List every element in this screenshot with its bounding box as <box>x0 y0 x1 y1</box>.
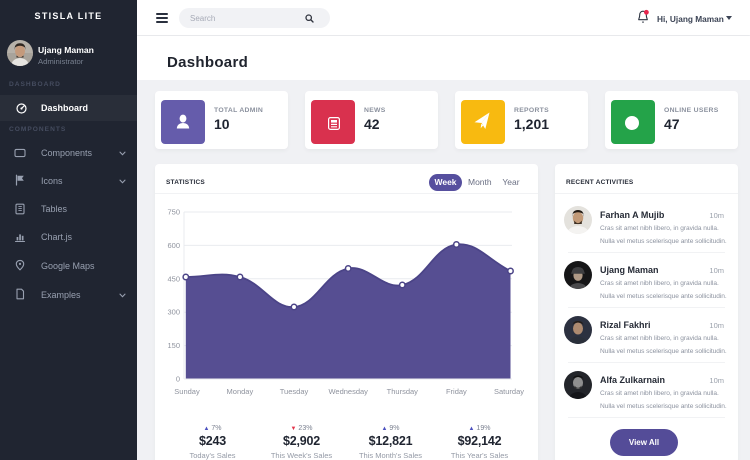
svg-text:Friday: Friday <box>446 387 467 396</box>
svg-text:Saturday: Saturday <box>494 387 524 396</box>
svg-text:750: 750 <box>167 208 180 217</box>
svg-text:600: 600 <box>167 241 180 250</box>
svg-text:Tuesday: Tuesday <box>280 387 309 396</box>
svg-text:0: 0 <box>176 375 180 384</box>
svg-text:Thursday: Thursday <box>387 387 419 396</box>
svg-text:Sunday: Sunday <box>174 387 200 396</box>
svg-text:Monday: Monday <box>227 387 254 396</box>
svg-text:300: 300 <box>167 308 180 317</box>
svg-text:Wednesday: Wednesday <box>328 387 368 396</box>
svg-text:450: 450 <box>167 274 180 283</box>
svg-text:150: 150 <box>167 341 180 350</box>
